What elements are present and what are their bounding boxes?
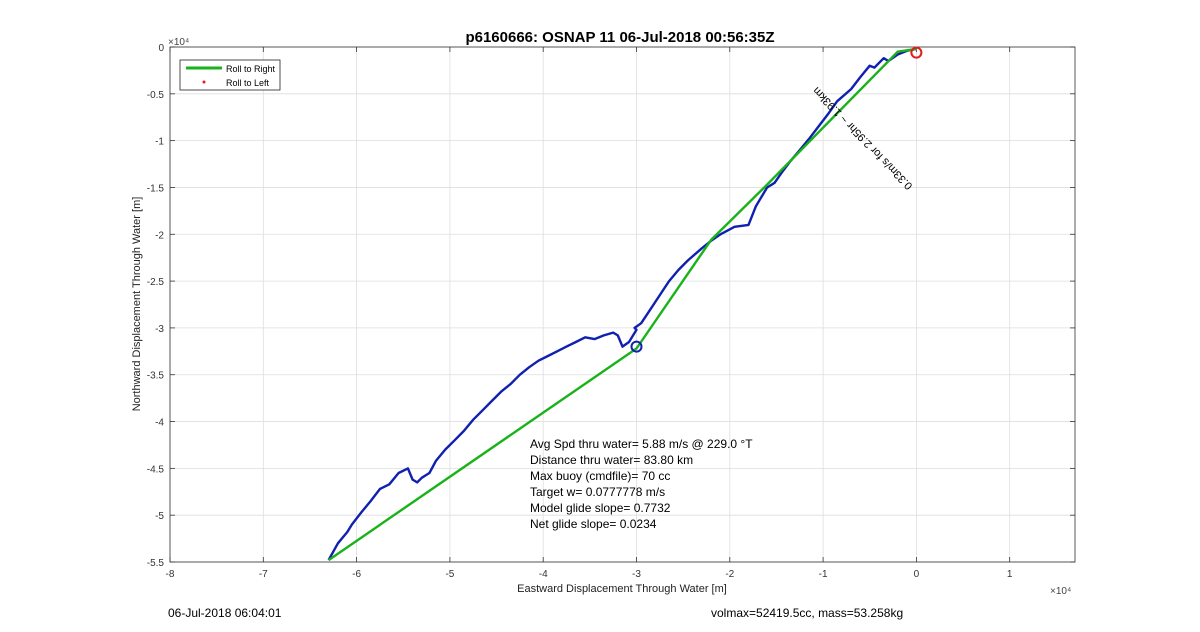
annotation-line: Distance thru water= 83.80 km [530,453,693,467]
x-tick-label: -4 [539,569,548,580]
x-tick-label: 0 [914,569,920,580]
legend-swatch-roll-left [202,80,206,84]
footer-summary: volmax=52419.5cc, mass=53.258kg [711,606,904,620]
legend: Roll to Right Roll to Left [179,59,281,91]
x-axis-label: Eastward Displacement Through Water [m] [517,583,727,595]
annotation-line: Avg Spd thru water= 5.88 m/s @ 229.0 °T [530,437,753,451]
x-tick-label: -7 [259,569,268,580]
x-tick-label: -6 [352,569,361,580]
y-tick-label: -5 [155,511,164,522]
end-marker [910,46,923,59]
x-tick-label: -3 [632,569,641,580]
annotation-line: Max buoy (cmdfile)= 70 cc [530,469,670,483]
x-exponent-label: ×10⁴ [1050,586,1071,597]
y-tick-label: -3.5 [147,371,165,382]
y-tick-label: 0 [158,43,164,54]
y-tick-label: -3 [155,324,164,335]
x-tick-label: -5 [445,569,454,580]
annotation-line: Net glide slope= 0.0234 [530,517,657,531]
y-tick-label: -4.5 [147,464,165,475]
series-line-track [327,47,917,561]
axes: -8 -7 -6 -5 -4 -3 -2 -1 0 1 0 -0.5 -1 -1.5 -2 -2.5 -3 -3.… [147,43,1076,580]
x-tick-label: -2 [725,569,734,580]
annotation-line: Model glide slope= 0.7732 [530,501,671,515]
x-tick-label: 1 [1007,569,1013,580]
x-tick-label: -8 [166,569,175,580]
annotation-text: Avg Spd thru water= 5.88 m/s @ 229.0 °T D… [530,437,753,531]
y-tick-label: -5.5 [147,558,165,569]
x-tick-label: -1 [819,569,828,580]
y-axis-label: Northward Displacement Through Water [m] [131,197,143,412]
axes-box [169,46,1076,563]
plot-area [170,47,1075,562]
y-tick-label: -4 [155,418,164,429]
chart-title: p6160666: OSNAP 11 06-Jul-2018 00:56:35Z [465,29,774,46]
y-tick-label: -1 [155,137,164,148]
footer-timestamp: 06-Jul-2018 06:04:01 [168,606,282,620]
y-tick-label: -2 [155,230,164,241]
loop-marker [630,340,643,353]
legend-box [179,59,281,91]
y-tick-label: -2.5 [147,277,165,288]
series-line-roll-right [327,47,917,562]
annotation-line: Target w= 0.0777778 m/s [530,485,665,499]
y-exponent-label: ×10⁴ [168,37,189,48]
legend-label-roll-right: Roll to Right [226,64,276,74]
y-tick-label: -1.5 [147,183,165,194]
y-tick-label: -0.5 [147,90,165,101]
legend-label-roll-left: Roll to Left [226,78,270,88]
